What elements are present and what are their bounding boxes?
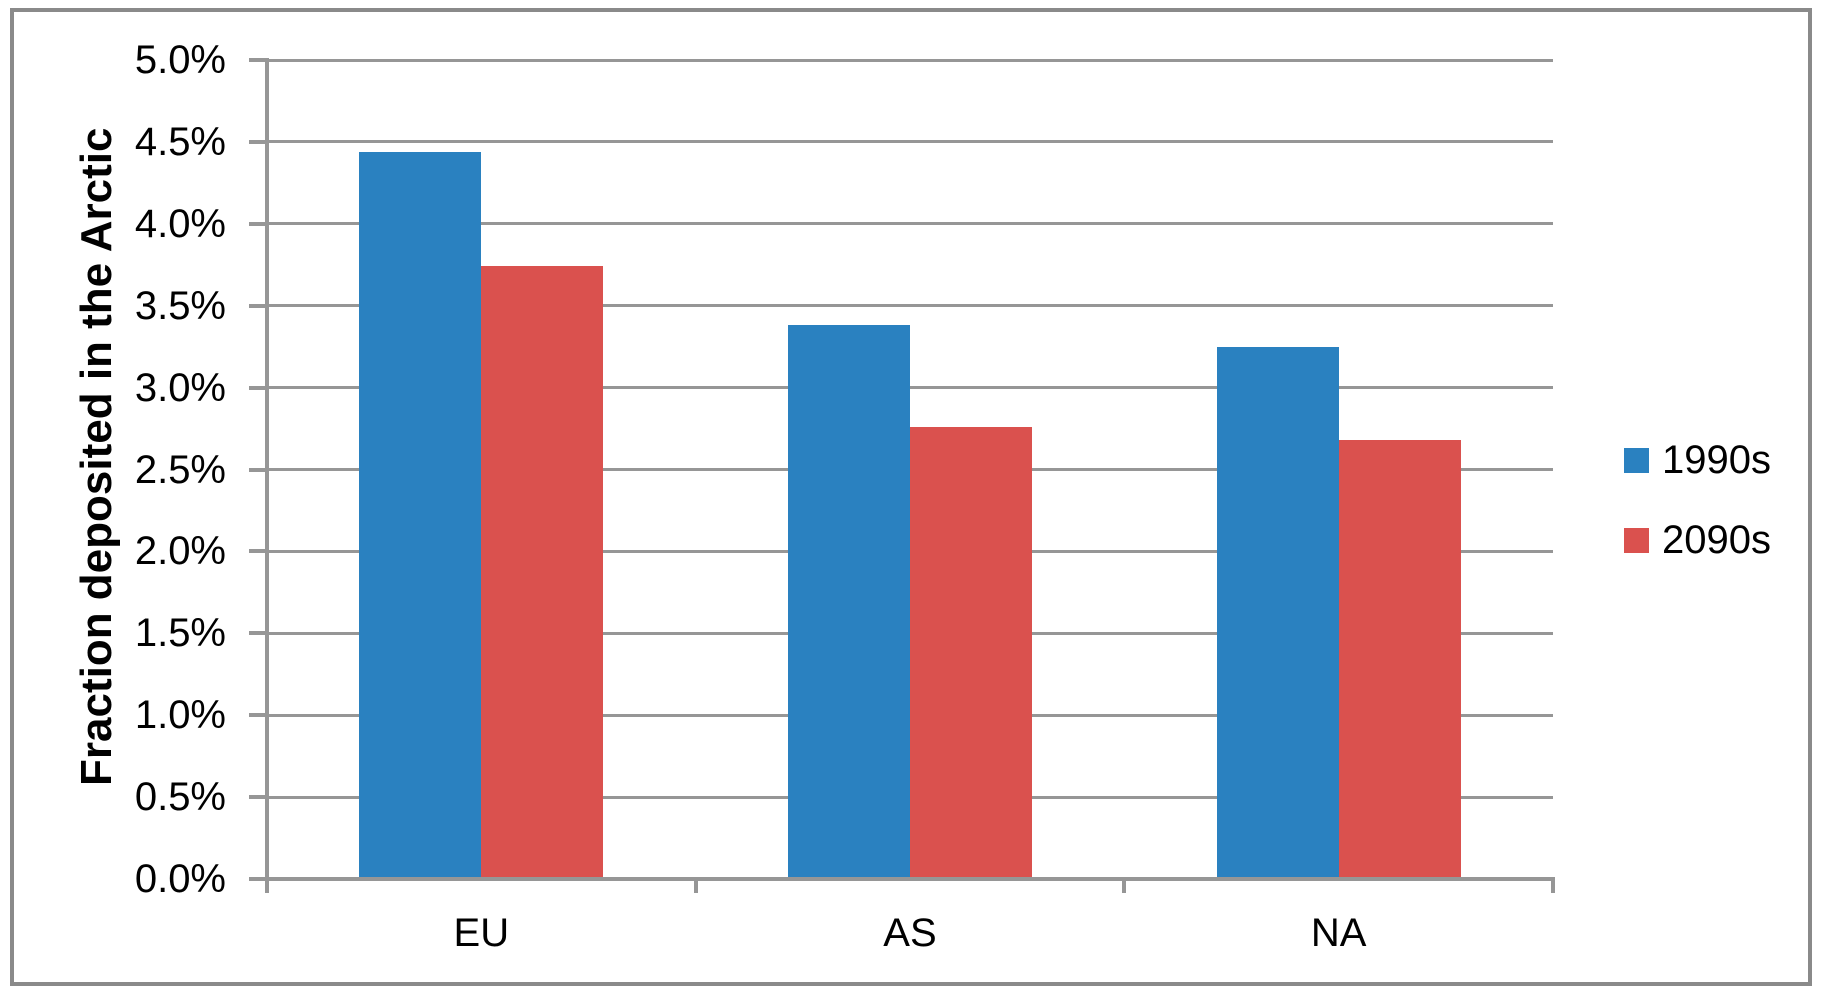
x-label-eu: EU	[453, 911, 510, 955]
plot-area	[249, 58, 1555, 893]
legend: 1990s 2090s	[1624, 440, 1771, 600]
y-axis-line	[265, 58, 269, 893]
y-tick-1.0%	[249, 713, 267, 718]
legend-entry-2090s: 2090s	[1624, 520, 1771, 560]
y-tick-3.5%	[249, 303, 267, 308]
y-tick-2.0%	[249, 549, 267, 554]
gridline-4.5%	[267, 140, 1553, 144]
legend-swatch-2090s	[1624, 527, 1649, 553]
y-tick-label: 2.0%	[134, 529, 226, 574]
x-tick-3	[1551, 879, 1555, 893]
y-tick-label: 1.5%	[134, 611, 226, 656]
x-tick-0	[265, 879, 269, 893]
gridline-3.0%	[267, 386, 1553, 390]
y-tick-4.5%	[249, 139, 267, 144]
bar-as-2090s	[910, 426, 1032, 879]
y-tick-3.0%	[249, 385, 267, 390]
x-label-na: NA	[1310, 911, 1367, 955]
y-tick-label: 0.5%	[134, 775, 226, 820]
y-tick-label: 1.0%	[134, 693, 226, 738]
legend-entry-1990s: 1990s	[1624, 440, 1771, 480]
x-label-as: AS	[883, 911, 937, 955]
y-tick-label: 0.0%	[134, 857, 226, 901]
x-axis-line	[265, 877, 1555, 881]
gridline-3.5%	[267, 304, 1553, 308]
gridline-4.0%	[267, 222, 1553, 226]
y-tick-label: 4.0%	[134, 201, 226, 246]
bar-na-1990s	[1216, 346, 1339, 879]
bar-eu-2090s	[481, 266, 604, 879]
bar-as-1990s	[788, 325, 910, 879]
legend-label-2090s: 2090s	[1662, 518, 1771, 562]
y-tick-label: 5.0%	[134, 38, 226, 82]
y-tick-label: 4.5%	[134, 119, 226, 164]
bar-na-2090s	[1338, 440, 1461, 879]
y-tick-label: 2.5%	[134, 447, 226, 492]
gridline-5.0%	[267, 58, 1553, 62]
y-tick-label: 3.5%	[134, 283, 226, 328]
legend-label-1990s: 1990s	[1662, 438, 1771, 482]
y-tick-0.5%	[249, 795, 267, 800]
y-tick-label: 3.0%	[134, 365, 226, 410]
y-tick-4.0%	[249, 221, 267, 226]
legend-swatch-1990s	[1624, 447, 1649, 473]
y-tick-2.5%	[249, 467, 267, 472]
y-tick-5.0%	[249, 58, 267, 62]
x-tick-1	[693, 879, 698, 893]
y-tick-1.5%	[249, 631, 267, 636]
chart-border	[10, 8, 1812, 986]
bar-eu-1990s	[359, 151, 482, 879]
y-tick-0.0%	[249, 877, 267, 881]
x-tick-2	[1122, 879, 1127, 893]
